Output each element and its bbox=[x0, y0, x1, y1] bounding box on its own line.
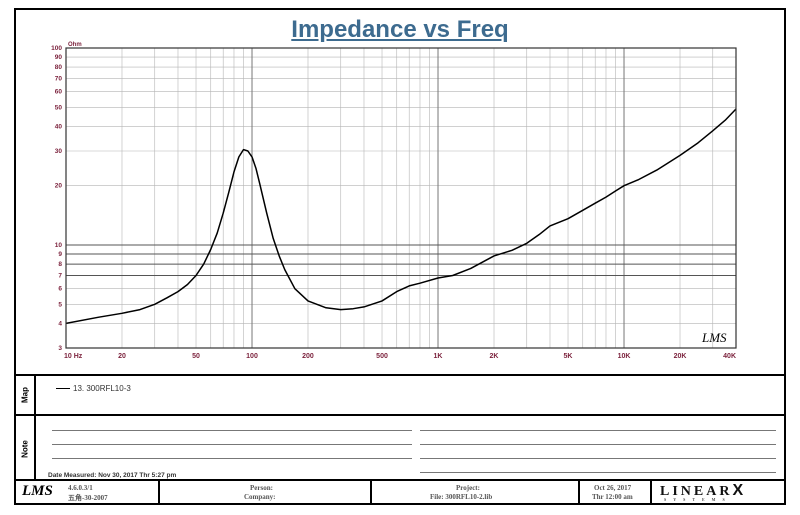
footer-date-cell: Oct 26, 2017 Thr 12:00 am bbox=[580, 481, 652, 503]
footer-person-cell: Person: Company: bbox=[160, 481, 372, 503]
impedance-curve bbox=[65, 108, 737, 325]
map-band: Map 13. 300RFL10-3 bbox=[16, 374, 784, 414]
map-label: Map bbox=[20, 387, 30, 403]
date-text: Oct 26, 2017 bbox=[594, 484, 632, 492]
y-tick-label: 30 bbox=[55, 148, 63, 155]
note-label-cell: Note bbox=[16, 416, 36, 481]
chart-title: Impedance vs Freq bbox=[291, 16, 509, 43]
x-tick-label: 500 bbox=[376, 353, 388, 360]
y-tick-label: 70 bbox=[55, 76, 63, 83]
y-tick-label: 4 bbox=[58, 320, 62, 327]
note-line bbox=[420, 444, 776, 445]
linearx-systems-text: SYSTEMS bbox=[664, 497, 732, 502]
x-tick-label: 20 bbox=[118, 353, 126, 360]
y-tick-label: 40 bbox=[55, 123, 63, 130]
lms-watermark: LMS bbox=[701, 330, 727, 345]
footer-project-cell: Project: File: 300RFL10-2.lib bbox=[372, 481, 580, 503]
x-tick-label: 5K bbox=[564, 353, 573, 360]
y-tick-label: 20 bbox=[55, 183, 63, 190]
y-tick-label: 60 bbox=[55, 89, 63, 96]
y-unit-label: Ohm bbox=[68, 42, 82, 48]
note-line bbox=[52, 430, 412, 431]
note-line bbox=[420, 430, 776, 431]
serial-text: 五角-30-2007 bbox=[68, 494, 108, 502]
x-tick-label: 200 bbox=[302, 353, 314, 360]
note-label: Note bbox=[20, 439, 30, 458]
linearx-logo: LINEARX bbox=[660, 482, 747, 499]
x-tick-label: 20K bbox=[674, 353, 687, 360]
lms-logo: LMS bbox=[22, 483, 53, 499]
plot-frame bbox=[65, 47, 737, 349]
series-layer bbox=[65, 108, 737, 325]
project-label: Project: bbox=[456, 484, 480, 492]
x-tick-label: 50 bbox=[192, 353, 200, 360]
x-tick-label: 10 Hz bbox=[64, 353, 83, 360]
report-sheet: Impedance vs Freq 3 4 5 6 7 8 9 10 20 30 40 50 60 70 8… bbox=[14, 8, 786, 505]
company-label: Company: bbox=[244, 493, 276, 501]
y-tick-label: 8 bbox=[58, 261, 62, 268]
version-text: 4.6.0.3/1 bbox=[68, 484, 93, 492]
time-text: Thr 12:00 am bbox=[592, 493, 633, 501]
y-tick-label: 3 bbox=[58, 345, 62, 352]
grid-major bbox=[65, 48, 736, 348]
legend-text: 13. 300RFL10-3 bbox=[73, 384, 131, 393]
y-tick-label: 6 bbox=[58, 286, 62, 293]
person-label: Person: bbox=[250, 484, 273, 492]
note-band: Note Date Measured: Nov 30, 2017 Thr 5:2… bbox=[16, 414, 784, 481]
y-tick-labels: 3 4 5 6 7 8 9 10 20 30 40 50 60 70 80 90 100 bbox=[51, 45, 62, 352]
date-measured: Date Measured: Nov 30, 2017 Thr 5:27 pm bbox=[48, 472, 177, 479]
x-tick-label: 10K bbox=[618, 353, 631, 360]
y-tick-label: 100 bbox=[51, 45, 62, 52]
footer-brand-cell: LINEARX SYSTEMS bbox=[652, 481, 784, 503]
note-line bbox=[420, 472, 776, 473]
y-tick-label: 90 bbox=[55, 54, 63, 61]
note-line bbox=[420, 458, 776, 459]
x-tick-label: 100 bbox=[246, 353, 258, 360]
grid-minor bbox=[66, 48, 737, 349]
legend-line-swatch bbox=[56, 388, 70, 390]
note-line bbox=[52, 458, 412, 459]
y-tick-label: 10 bbox=[55, 242, 63, 249]
y-tick-label: 7 bbox=[58, 273, 62, 280]
file-label: File: 300RFL10-2.lib bbox=[430, 493, 493, 501]
x-tick-label: 2K bbox=[490, 353, 499, 360]
x-tick-label: 1K bbox=[434, 353, 443, 360]
x-tick-label: 40K bbox=[723, 353, 736, 360]
y-tick-label: 80 bbox=[55, 64, 63, 71]
footer-bar: LMS 4.6.0.3/1 五角-30-2007 Person: Company… bbox=[16, 479, 784, 503]
x-tick-labels: 10 Hz 20 50 100 200 500 1K 2K 5K 10K 20K 40K bbox=[64, 353, 736, 360]
note-line bbox=[52, 444, 412, 445]
y-tick-label: 50 bbox=[55, 104, 63, 111]
map-legend-entry: 13. 300RFL10-3 bbox=[56, 384, 131, 393]
y-tick-label: 9 bbox=[58, 251, 62, 258]
map-label-cell: Map bbox=[16, 376, 36, 414]
footer-version-cell: LMS 4.6.0.3/1 五角-30-2007 bbox=[16, 481, 160, 503]
y-tick-label: 5 bbox=[58, 301, 62, 308]
